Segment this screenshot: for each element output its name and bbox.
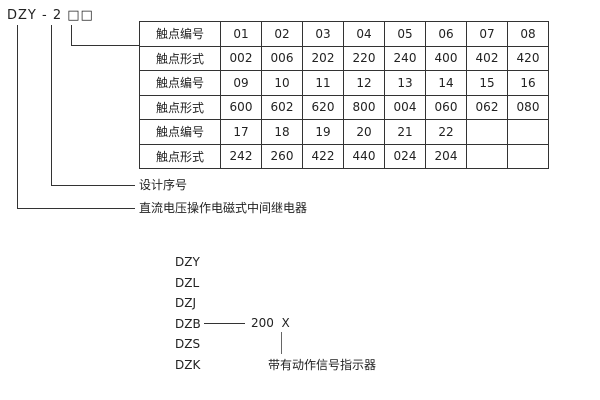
table-cell: 204 [425, 143, 467, 169]
table-cell [507, 143, 549, 169]
table-row: 触点形式 002 006 202 220 240 400 402 420 [139, 45, 549, 71]
indicator-label: 带有动作信号指示器 [268, 358, 377, 372]
row-label: 触点编号 [139, 21, 221, 47]
table-cell: 422 [302, 143, 344, 169]
table-cell: 600 [220, 94, 262, 120]
series-code: DZK [175, 357, 201, 372]
table-cell: 220 [343, 45, 385, 71]
design-serial-label: 设计序号 [139, 178, 188, 192]
connector-line [17, 208, 135, 209]
connector-line [281, 332, 282, 354]
series-code: DZJ [175, 296, 196, 310]
table-cell: 006 [261, 45, 303, 71]
connector-line [17, 25, 18, 208]
table-cell: 16 [507, 70, 549, 96]
table-cell: 12 [343, 70, 385, 96]
model-code: DZY - 2 □□ [7, 8, 94, 23]
contact-table: 触点编号 01 02 03 04 05 06 07 08 触点形式 002 006 202 220 240 4… [139, 21, 549, 169]
table-cell: 08 [507, 21, 549, 47]
table-cell: 05 [384, 21, 426, 47]
table-cell: 420 [507, 45, 549, 71]
table-cell: 09 [220, 70, 262, 96]
table-cell: 080 [507, 94, 549, 120]
table-cell: 620 [302, 94, 344, 120]
table-cell: 002 [220, 45, 262, 71]
connector-line [71, 45, 139, 46]
table-cell: 06 [425, 21, 467, 47]
table-cell: 04 [343, 21, 385, 47]
table-cell: 060 [425, 94, 467, 120]
table-row: 触点编号 01 02 03 04 05 06 07 08 [139, 21, 549, 47]
table-cell: 10 [261, 70, 303, 96]
table-cell: 14 [425, 70, 467, 96]
table-cell: 004 [384, 94, 426, 120]
table-cell: 15 [466, 70, 508, 96]
table-cell: 402 [466, 45, 508, 71]
table-row: 触点形式 600 602 620 800 004 060 062 080 [139, 94, 549, 120]
table-cell: 18 [261, 119, 303, 145]
table-cell: 024 [384, 143, 426, 169]
row-label: 触点编号 [139, 70, 221, 96]
table-cell: 01 [220, 21, 262, 47]
table-cell [466, 143, 508, 169]
table-cell: 02 [261, 21, 303, 47]
row-label: 触点形式 [139, 143, 221, 169]
row-label: 触点形式 [139, 94, 221, 120]
row-label: 触点形式 [139, 45, 221, 71]
table-cell: 440 [343, 143, 385, 169]
suffix-code: 200 X [251, 316, 290, 330]
table-cell: 800 [343, 94, 385, 120]
series-code: DZY [175, 255, 200, 269]
table-cell: 22 [425, 119, 467, 145]
table-cell: 17 [220, 119, 262, 145]
connector-line [51, 25, 52, 185]
table-cell: 19 [302, 119, 344, 145]
series-code: DZS [175, 337, 201, 351]
table-cell: 260 [261, 143, 303, 169]
table-cell: 202 [302, 45, 344, 71]
table-cell: 242 [220, 143, 262, 169]
table-cell: 20 [343, 119, 385, 145]
table-cell: 400 [425, 45, 467, 71]
table-cell: 03 [302, 21, 344, 47]
connector-line [71, 25, 72, 45]
table-cell [466, 119, 508, 145]
row-label: 触点编号 [139, 119, 221, 145]
table-cell [507, 119, 549, 145]
table-cell: 21 [384, 119, 426, 145]
table-cell: 13 [384, 70, 426, 96]
series-code: DZB [175, 316, 201, 331]
connector-line [204, 323, 245, 324]
table-row: 触点形式 242 260 422 440 024 204 [139, 143, 549, 169]
connector-line [51, 185, 135, 186]
table-cell: 240 [384, 45, 426, 71]
table-row: 触点编号 17 18 19 20 21 22 [139, 119, 549, 145]
table-cell: 07 [466, 21, 508, 47]
series-code: DZL [175, 275, 200, 290]
table-row: 触点编号 09 10 11 12 13 14 15 16 [139, 70, 549, 96]
table-cell: 602 [261, 94, 303, 120]
relay-type-label: 直流电压操作电磁式中间继电器 [139, 201, 308, 215]
table-cell: 062 [466, 94, 508, 120]
table-cell: 11 [302, 70, 344, 96]
